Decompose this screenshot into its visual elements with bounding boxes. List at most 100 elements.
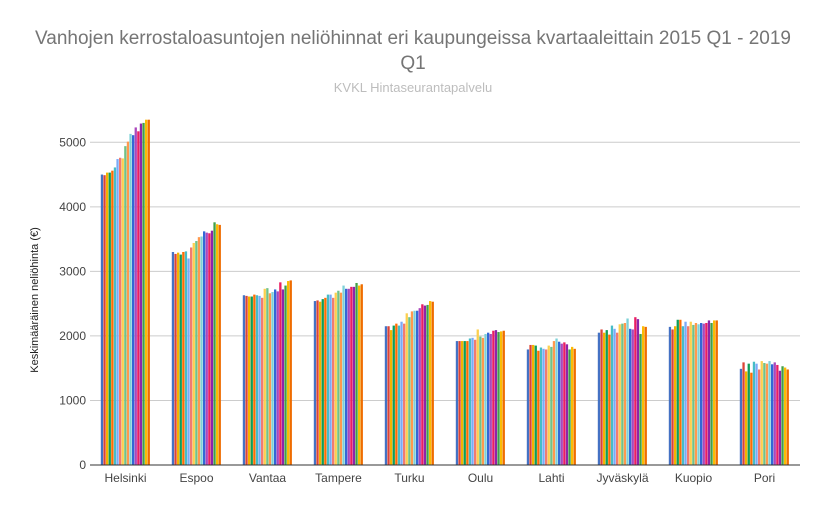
bar — [487, 332, 490, 465]
bar — [700, 323, 703, 465]
bar — [471, 337, 474, 465]
bar — [560, 343, 563, 465]
bar — [200, 236, 203, 465]
bar — [644, 326, 647, 465]
bar — [190, 247, 193, 465]
bar — [342, 285, 345, 465]
bar — [755, 363, 758, 465]
bar — [461, 341, 464, 465]
bar — [537, 350, 540, 465]
bar — [634, 317, 637, 465]
bar — [502, 330, 505, 465]
bar — [771, 364, 774, 465]
bar — [171, 252, 175, 465]
bar — [197, 237, 201, 465]
bar — [773, 362, 776, 465]
bar — [547, 345, 550, 465]
bar — [526, 349, 530, 465]
bar — [747, 363, 750, 465]
bar — [253, 294, 256, 465]
x-tick-label: Jyväskylä — [596, 471, 648, 485]
bar — [119, 157, 122, 465]
bar — [103, 175, 106, 465]
bar — [387, 326, 390, 465]
bar — [555, 338, 558, 465]
bar — [626, 318, 629, 465]
bar — [147, 119, 150, 465]
y-tick-label: 5000 — [59, 135, 86, 149]
chart-subtitle: KVKL Hintaseurantapalvelu — [333, 80, 493, 95]
bar — [350, 286, 353, 465]
bar — [558, 341, 561, 465]
bar — [203, 231, 206, 465]
bar — [668, 326, 672, 465]
bar — [715, 320, 718, 465]
bar — [266, 288, 269, 465]
bar — [618, 324, 621, 465]
bar — [177, 252, 180, 465]
y-tick-label: 1000 — [59, 393, 86, 407]
bar — [605, 330, 608, 465]
bar — [476, 329, 479, 465]
bar — [179, 254, 182, 465]
bar — [410, 311, 414, 465]
bar — [113, 167, 117, 466]
bar — [786, 369, 789, 465]
axes: 0 1000 2000 3000 4000 5000 Helsinki Espoo Vantaa… — [59, 135, 800, 485]
bar — [208, 233, 211, 465]
bar — [784, 367, 787, 465]
bar — [400, 321, 403, 465]
bar — [623, 323, 627, 465]
bar — [431, 301, 434, 465]
bar — [568, 349, 571, 465]
bar — [742, 362, 745, 465]
bar — [474, 339, 477, 465]
bar — [500, 331, 503, 465]
bar — [539, 347, 543, 465]
bar — [124, 146, 127, 466]
bar — [313, 301, 317, 465]
bar — [705, 323, 708, 465]
bar — [702, 323, 705, 465]
x-tick-label: Vantaa — [249, 471, 286, 485]
bar — [781, 366, 784, 465]
bar — [403, 323, 406, 465]
x-tick-label: Lahti — [538, 471, 564, 485]
bars — [100, 119, 789, 466]
bar — [676, 319, 679, 465]
bar — [192, 242, 195, 465]
bar — [629, 328, 632, 465]
bar — [408, 317, 411, 465]
bar — [416, 310, 419, 465]
bar — [776, 364, 779, 465]
bar — [497, 332, 500, 465]
bar — [329, 294, 332, 465]
bar — [390, 330, 393, 465]
bar — [205, 232, 208, 465]
bar — [337, 290, 340, 465]
bar — [139, 123, 143, 466]
bar — [355, 282, 358, 465]
bar — [384, 326, 388, 465]
bar — [271, 292, 274, 465]
bar — [248, 296, 251, 465]
bar — [100, 174, 104, 465]
bar — [405, 313, 408, 465]
bar — [752, 361, 756, 465]
y-tick-label: 0 — [79, 458, 86, 472]
bar — [268, 293, 272, 465]
bar — [565, 344, 569, 465]
bar — [639, 333, 642, 465]
bar — [418, 308, 421, 465]
bar — [360, 284, 363, 465]
chart-title: Vanhojen kerrostaloasuntojen neliöhinnat… — [35, 28, 791, 74]
bar — [684, 321, 687, 465]
bar — [671, 329, 674, 465]
x-tick-label: Tampere — [315, 471, 362, 485]
bar — [529, 344, 532, 465]
bar — [423, 305, 427, 465]
bar — [479, 336, 482, 465]
y-tick-label: 3000 — [59, 264, 86, 278]
bar — [334, 292, 337, 465]
bar — [242, 295, 246, 465]
